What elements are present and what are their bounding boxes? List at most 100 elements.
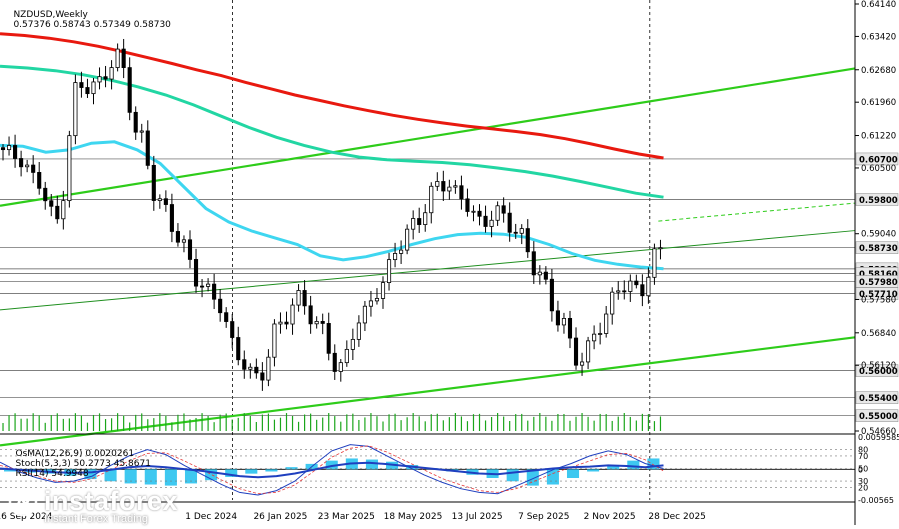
osma-tick-label: 0.0059585 bbox=[858, 433, 899, 442]
candle-body bbox=[212, 283, 217, 300]
candle-body bbox=[495, 205, 500, 221]
candle-body bbox=[658, 247, 663, 250]
candle-body bbox=[338, 362, 343, 372]
candle-body bbox=[441, 181, 446, 192]
osma-bar bbox=[225, 469, 238, 477]
time-tick-label: 26 Jan 2025 bbox=[253, 512, 307, 522]
candle-body bbox=[6, 145, 12, 151]
logo-icon bbox=[8, 487, 38, 516]
osma-bar bbox=[566, 469, 580, 479]
price-level-label: 0.59800 bbox=[859, 196, 898, 206]
price-level-box bbox=[855, 409, 899, 422]
candle-body bbox=[61, 200, 66, 220]
osma-bar bbox=[526, 469, 539, 486]
candle-body bbox=[242, 359, 247, 370]
price-level-label: 0.58160 bbox=[859, 270, 898, 280]
price-level-box bbox=[855, 193, 899, 206]
candle-body bbox=[435, 181, 440, 187]
candle-body bbox=[628, 280, 633, 292]
candle-body bbox=[266, 356, 271, 381]
candle-body bbox=[73, 82, 78, 137]
price-level-box bbox=[855, 391, 899, 404]
candle-body bbox=[374, 298, 380, 302]
price-level-label: 0.60700 bbox=[859, 155, 898, 165]
moving-average-line bbox=[0, 64, 664, 199]
time-tick-label: 28 Dec 2025 bbox=[648, 512, 706, 522]
candle-body bbox=[471, 210, 476, 213]
price-level-label: 0.55000 bbox=[859, 412, 898, 422]
candle-body bbox=[368, 300, 374, 307]
oscillator-tick-label: 70 bbox=[858, 452, 868, 461]
time-tick-label: 16 Sep 2024 bbox=[0, 512, 53, 522]
moving-average-line bbox=[0, 32, 664, 160]
candle-body bbox=[79, 82, 84, 88]
oscillator-tick-label: 30 bbox=[858, 477, 868, 486]
candle-body bbox=[610, 291, 615, 315]
candle-body bbox=[579, 361, 585, 366]
candle-body bbox=[525, 228, 530, 253]
channel-line bbox=[0, 230, 856, 311]
price-tick-label: 0.60500 bbox=[861, 164, 896, 174]
candle-body bbox=[248, 366, 253, 370]
candle-body bbox=[429, 185, 434, 214]
stoch-label: Stoch(5,3,3) 50.2773 45.8671 bbox=[15, 459, 151, 469]
candle-body bbox=[344, 348, 349, 364]
candle-body bbox=[85, 87, 90, 95]
candle-body bbox=[459, 185, 464, 200]
candle-body bbox=[55, 205, 60, 220]
osma-bar bbox=[84, 469, 97, 480]
candle-body bbox=[139, 130, 144, 133]
candle-body bbox=[417, 218, 422, 225]
candle-body bbox=[465, 198, 470, 212]
candle-body bbox=[519, 228, 524, 234]
candle-body bbox=[501, 205, 506, 214]
osma-bar bbox=[325, 460, 338, 470]
candle-body bbox=[272, 323, 277, 358]
candle-body bbox=[616, 290, 621, 293]
candle-body bbox=[115, 48, 120, 68]
candle-body bbox=[109, 67, 114, 80]
osma-bar bbox=[205, 469, 218, 481]
candle-body bbox=[103, 76, 108, 80]
osma-bar bbox=[546, 469, 559, 485]
candle-body bbox=[13, 145, 18, 159]
moving-average-line bbox=[0, 140, 664, 271]
candle-body bbox=[586, 340, 591, 363]
osma-bar bbox=[4, 469, 17, 472]
candle-body bbox=[25, 164, 30, 168]
osma-bar bbox=[245, 469, 258, 474]
chart-header: NZDUSD,Weekly 0.57376 0.58743 0.57349 0.… bbox=[2, 0, 171, 40]
oscillator-tick-label: 50 bbox=[858, 465, 868, 474]
candle-body bbox=[224, 312, 229, 322]
candle-body bbox=[513, 231, 518, 234]
candle-body bbox=[332, 352, 337, 372]
candle-body bbox=[489, 219, 494, 227]
channel-line bbox=[658, 202, 856, 222]
candle-body bbox=[278, 321, 283, 325]
candle-body bbox=[531, 251, 536, 276]
price-tick-label: 0.54660 bbox=[861, 427, 896, 437]
candle-body bbox=[97, 76, 102, 83]
time-tick-label: 7 Sep 2025 bbox=[518, 512, 569, 522]
candle-body bbox=[290, 304, 295, 325]
osma-bar bbox=[265, 469, 278, 472]
ohlc-label: 0.57376 0.58743 0.57349 0.58730 bbox=[13, 20, 171, 30]
price-level-box bbox=[855, 241, 899, 254]
candle-body bbox=[477, 210, 482, 217]
symbol-label: NZDUSD,Weekly bbox=[13, 10, 88, 20]
candle-body bbox=[453, 185, 458, 188]
candle-body bbox=[652, 248, 657, 278]
candle-body bbox=[151, 164, 156, 201]
candle-body bbox=[483, 215, 488, 227]
candle-body bbox=[326, 323, 331, 354]
price-tick-label: 0.61960 bbox=[861, 98, 896, 108]
price-tick-label: 0.62680 bbox=[861, 66, 896, 76]
candle-body bbox=[411, 218, 416, 230]
indicator-header: OsMA(12,26,9) 0.0020261 Stoch(5,3,3) 50.… bbox=[4, 439, 151, 489]
oscillator-tick-label: 20 bbox=[858, 483, 868, 492]
candle-body bbox=[320, 321, 325, 324]
price-level-label: 0.55400 bbox=[859, 394, 898, 404]
candle-body bbox=[127, 67, 132, 113]
